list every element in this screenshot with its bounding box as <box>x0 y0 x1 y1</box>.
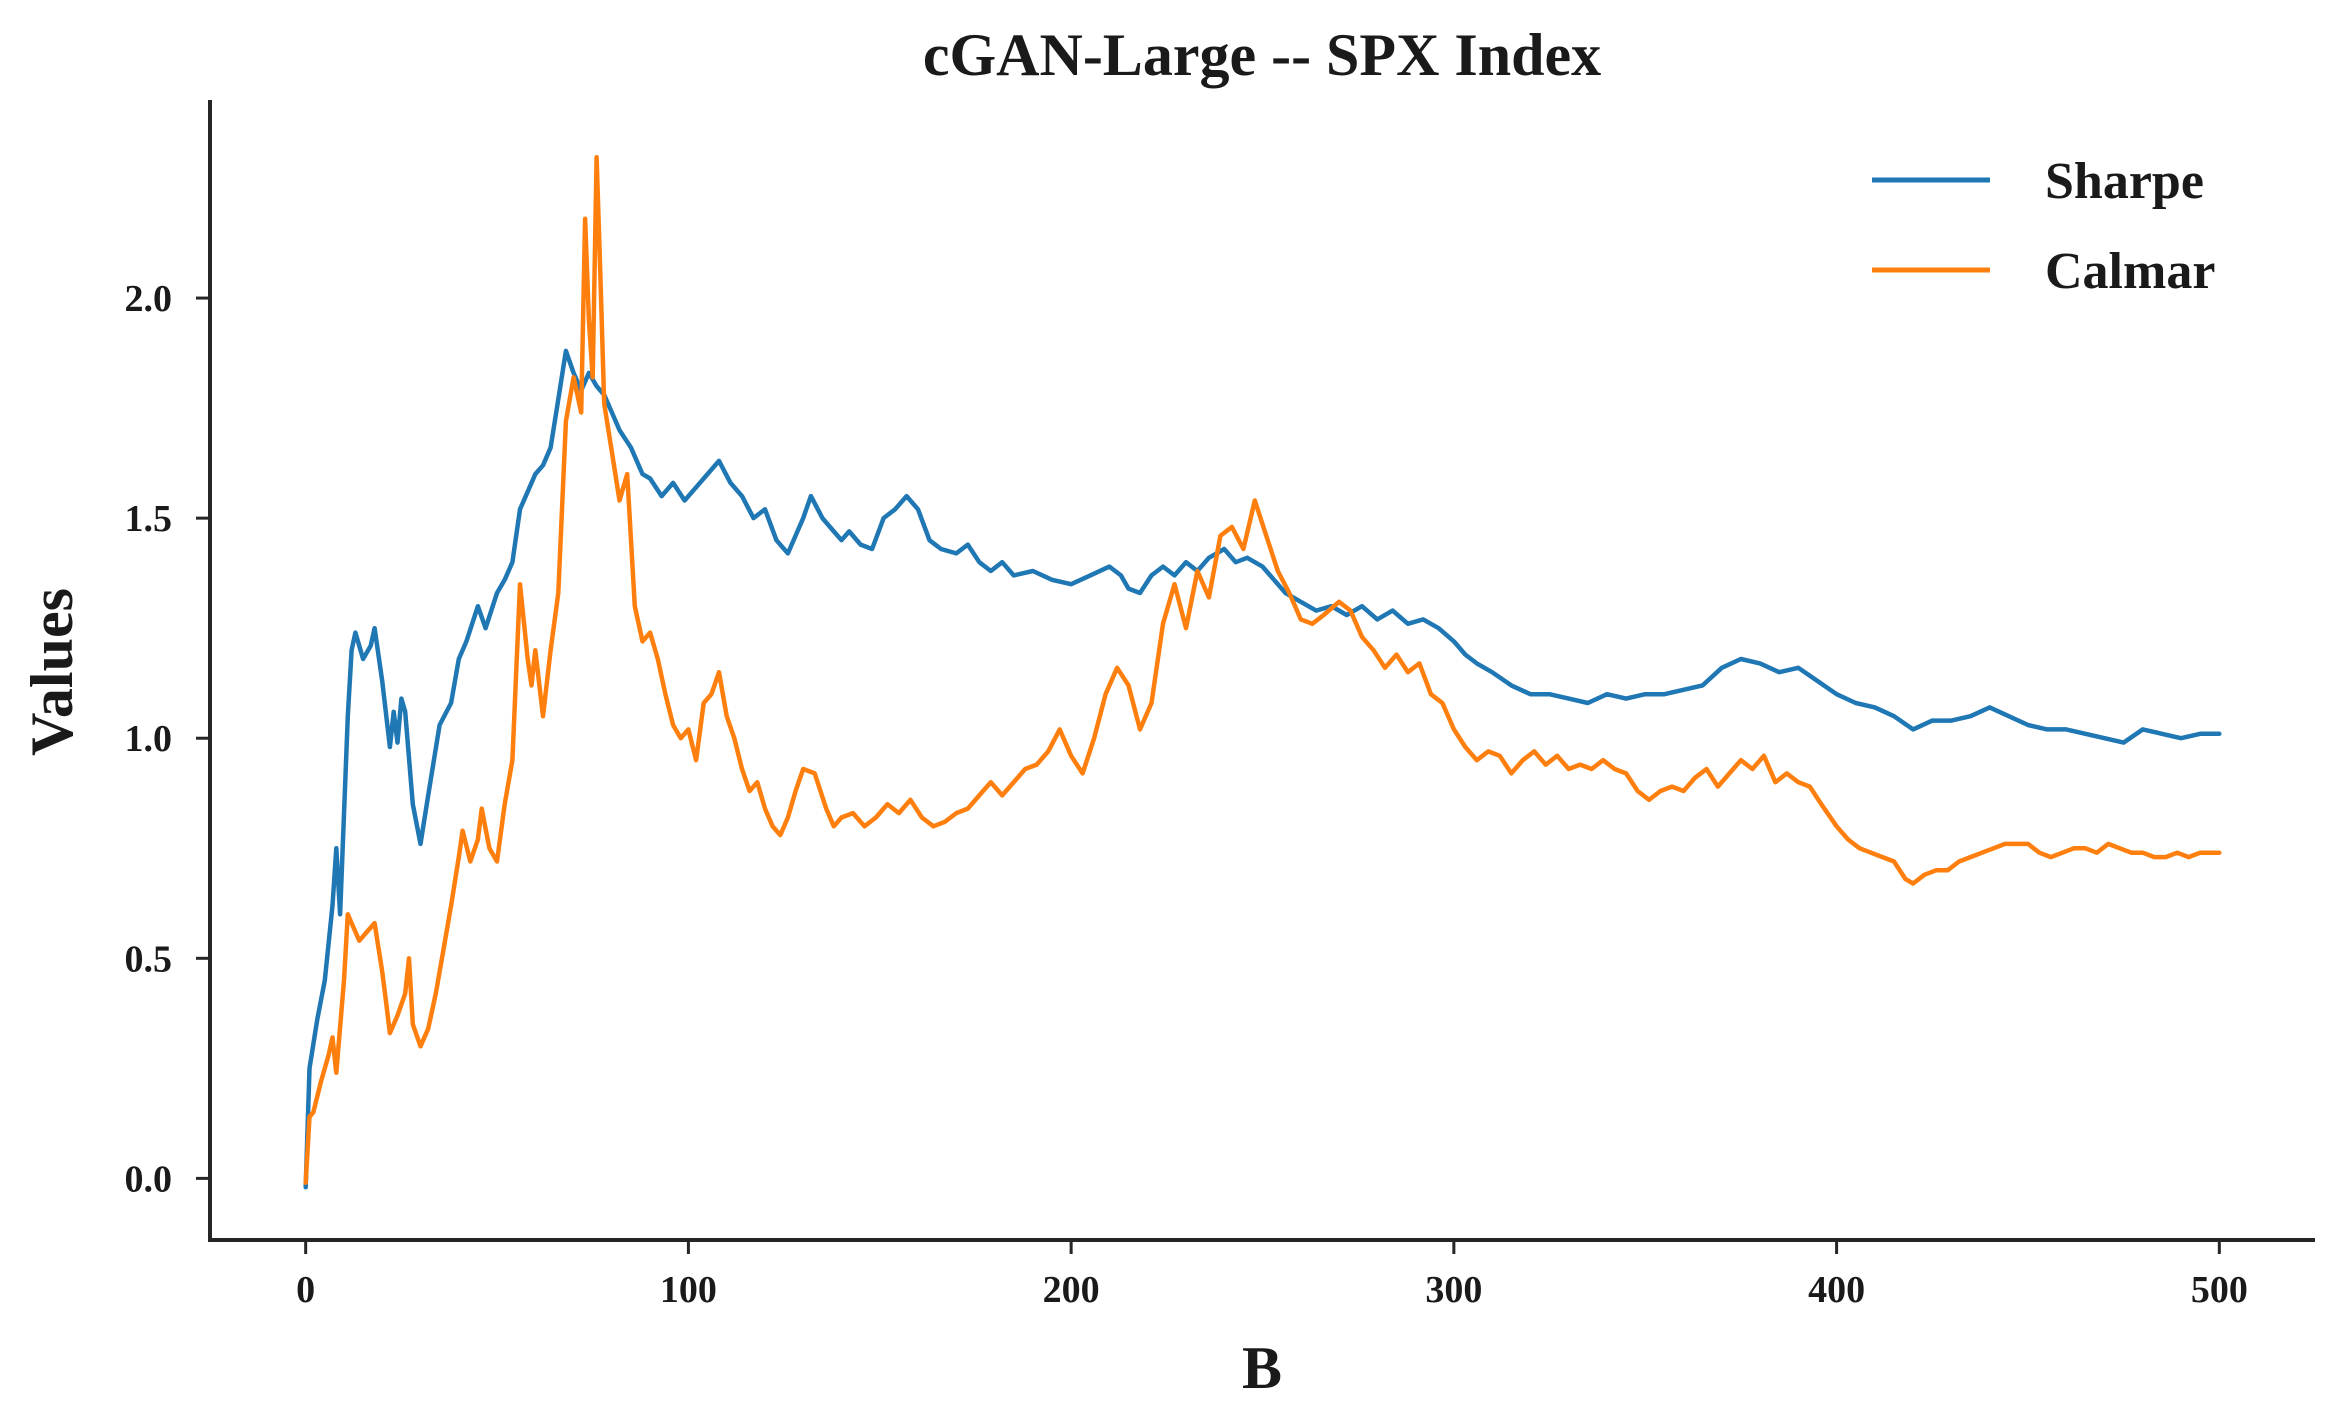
series-layer <box>303 154 2222 1190</box>
x-axis-label: B <box>1242 1335 1282 1401</box>
series-line-sharpe <box>303 348 2222 1190</box>
x-tick-label: 0 <box>296 1269 315 1311</box>
x-tick-label: 500 <box>2191 1269 2248 1311</box>
x-axis-ticks: 0 100 200 300 400 500 <box>296 1240 2248 1311</box>
y-tick-label: 0.5 <box>125 938 173 980</box>
x-tick-label: 200 <box>1043 1269 1100 1311</box>
legend-label-sharpe: Sharpe <box>2045 153 2204 210</box>
y-tick-label: 0.0 <box>125 1158 173 1200</box>
x-tick-label: 400 <box>1808 1269 1865 1311</box>
legend-label-calmar: Calmar <box>2045 243 2215 300</box>
y-axis-label: Values <box>19 588 85 756</box>
legend: Sharpe Calmar <box>1872 153 2215 300</box>
series-line-calmar <box>303 154 2222 1186</box>
chart-title: cGAN-Large -- SPX Index <box>923 22 1601 88</box>
y-tick-label: 2.0 <box>125 278 173 320</box>
x-tick-label: 300 <box>1425 1269 1482 1311</box>
y-axis-label-group: Values <box>19 588 85 756</box>
y-axis-ticks: 0.0 0.5 1.0 1.5 2.0 <box>125 278 210 1200</box>
x-tick-label: 100 <box>660 1269 717 1311</box>
y-tick-label: 1.0 <box>125 718 173 760</box>
y-tick-label: 1.5 <box>125 498 173 540</box>
